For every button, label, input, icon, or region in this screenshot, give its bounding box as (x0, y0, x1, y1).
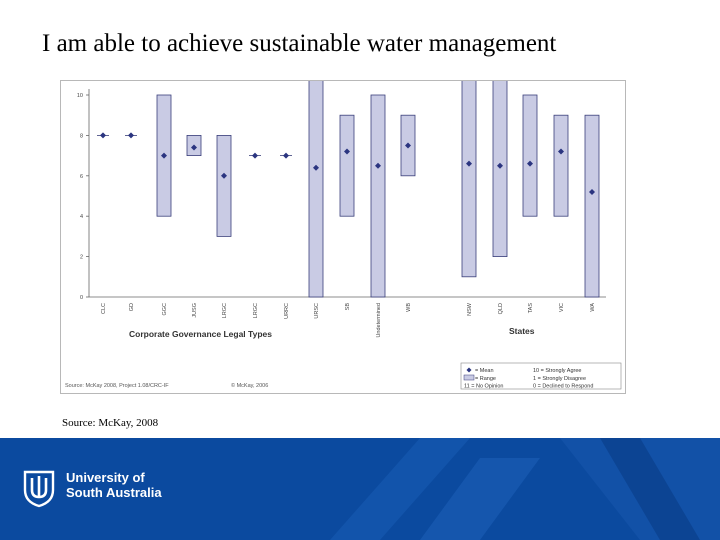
category-label: TAS (528, 303, 534, 314)
chart-copyright: © McKay, 2006 (231, 382, 268, 389)
source-caption: Source: McKay, 2008 (62, 417, 159, 429)
legend-range-swatch (463, 374, 475, 381)
mean-marker (466, 160, 472, 167)
y-tick-label: 2 (80, 255, 83, 261)
university-name: University of South Australia (66, 470, 162, 500)
mean-marker (128, 132, 134, 139)
mean-marker (161, 152, 167, 159)
category-label: GGC (162, 303, 168, 316)
mean-marker (252, 152, 258, 159)
category-label: WA (590, 303, 596, 312)
range-bar (370, 94, 386, 298)
range-bar (216, 135, 232, 237)
mean-marker (344, 148, 350, 155)
range-bar (553, 114, 569, 217)
mean-marker (589, 188, 595, 195)
mean-marker (405, 142, 411, 149)
y-tick-label: 6 (80, 174, 83, 180)
y-tick-label: 4 (80, 214, 83, 220)
legend-box (460, 362, 622, 390)
category-label: GD (129, 303, 135, 311)
range-bar (461, 81, 477, 278)
mean-markers (100, 132, 595, 195)
legend-mean-text: = Mean (475, 368, 494, 374)
mean-marker (100, 132, 106, 139)
mean-marker (375, 162, 381, 169)
legend-agree-text: 10 = Strongly Agree (533, 368, 581, 374)
range-chart: 0 2 4 6 8 10 CLC GD GGC JUSG LRGC LRGC URRC URSC SB Un… (65, 81, 622, 390)
category-label: WB (406, 303, 412, 312)
mean-marker (527, 160, 533, 167)
chart-panel: 0 2 4 6 8 10 CLC GD GGC JUSG LRGC LRGC URRC URSC SB Un… (60, 80, 626, 394)
mean-marker (497, 162, 503, 169)
category-labels: CLC GD GGC JUSG LRGC LRGC URRC URSC SB Undetermin… (101, 302, 596, 337)
axes: 0 2 4 6 8 10 (77, 89, 606, 301)
legend-mean-swatch (466, 367, 472, 373)
legend-no-opinion-text: 11 = No Opinion (464, 384, 504, 390)
university-logo-icon (23, 470, 55, 508)
range-bar (492, 81, 508, 258)
category-label: URRC (284, 303, 290, 319)
group-label-governance: Corporate Governance Legal Types (129, 329, 272, 339)
footer-band: University of South Australia (0, 438, 720, 540)
university-name-line1: University of (66, 470, 145, 485)
y-tick-label: 10 (77, 93, 83, 99)
range-bar (584, 114, 600, 298)
category-label: SB (345, 303, 351, 311)
legend-disagree-text: 1 = Strongly Disagree (533, 376, 586, 382)
footer-decoration (330, 438, 720, 540)
range-bar (308, 81, 324, 298)
range-bars (97, 81, 600, 298)
mean-marker (313, 164, 319, 171)
mean-marker (283, 152, 289, 159)
category-label: Undetermined (376, 303, 382, 338)
category-label: CLC (101, 303, 107, 314)
slide-title: I am able to achieve sustainable water m… (42, 30, 557, 57)
mean-marker (221, 172, 227, 179)
chart-source-note: Source: McKay 2008, Project 1.08/CRC-IF (65, 383, 169, 389)
legend-range-text: = Range (475, 376, 496, 382)
range-bar (522, 94, 538, 217)
university-name-line2: South Australia (66, 485, 162, 500)
mean-marker (558, 148, 564, 155)
category-label: LRGC (222, 303, 228, 318)
category-label: QLD (498, 303, 504, 314)
category-label: NSW (467, 302, 473, 316)
group-label-states: States (509, 326, 535, 336)
category-label: VIC (559, 303, 565, 312)
mean-marker (191, 144, 197, 151)
category-label: JUSG (192, 303, 198, 318)
category-label: URSC (314, 303, 320, 319)
legend-declined-text: 0 = Declined to Respond (533, 384, 593, 390)
category-label: LRGC (253, 303, 259, 318)
chart-legend: = Mean = Range 11 = No Opinion 10 = Stro… (460, 362, 622, 390)
y-tick-label: 0 (80, 295, 83, 301)
range-bar (339, 114, 355, 217)
y-tick-label: 8 (80, 133, 83, 139)
